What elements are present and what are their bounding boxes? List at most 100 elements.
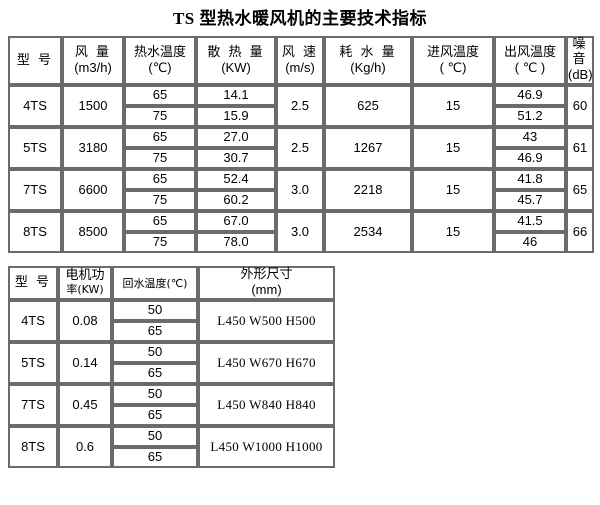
cell-model: 4TS — [8, 300, 58, 343]
cell-return-temp: 65 — [112, 405, 198, 427]
table-row: 75 15.9 51.2 — [8, 106, 594, 128]
header-return-temp: 回水温度(℃) — [112, 266, 198, 301]
table-row: 65 — [8, 405, 335, 427]
cell-airflow: 1500 — [62, 85, 124, 128]
cell-model: 7TS — [8, 169, 62, 212]
cell-water-temp: 65 — [124, 127, 196, 149]
cell-outlet-temp: 46.9 — [494, 148, 566, 170]
cell-outlet-temp: 46.9 — [494, 85, 566, 107]
cell-airflow: 8500 — [62, 211, 124, 254]
cell-inlet-temp: 15 — [412, 169, 494, 212]
table-row: 65 — [8, 447, 335, 469]
header-outlet-temp: 出风温度 ( ℃ ) — [494, 36, 566, 86]
table-row: 7TS 0.45 50 L450 W840 H840 — [8, 384, 335, 427]
cell-outlet-temp: 51.2 — [494, 106, 566, 128]
table-row: 7TS 6600 65 52.4 3.0 2218 15 41.8 65 — [8, 169, 594, 212]
cell-water-use: 2218 — [324, 169, 412, 212]
cell-model: 5TS — [8, 342, 58, 385]
cell-dimensions: L450 W840 H840 — [198, 384, 335, 427]
table-row: 8TS 0.6 50 L450 W1000 H1000 — [8, 426, 335, 469]
header-model: 型 号 — [8, 36, 62, 86]
table-row: 75 78.0 46 — [8, 232, 594, 254]
cell-noise: 65 — [566, 169, 594, 212]
table-row: 4TS 1500 65 14.1 2.5 625 15 46.9 60 — [8, 85, 594, 128]
cell-dimensions: L450 W670 H670 — [198, 342, 335, 385]
cell-noise: 66 — [566, 211, 594, 254]
table-row: 5TS 0.14 50 L450 W670 H670 — [8, 342, 335, 385]
header-airflow: 风 量 (m3/h) — [62, 36, 124, 86]
cell-model: 8TS — [8, 426, 58, 469]
header-noise: 噪 音 (dB) — [566, 36, 594, 86]
cell-water-use: 625 — [324, 85, 412, 128]
cell-outlet-temp: 41.5 — [494, 211, 566, 233]
header-heat-output: 散 热 量 (KW) — [196, 36, 276, 86]
cell-water-temp: 75 — [124, 232, 196, 254]
cell-heat-output: 27.0 — [196, 127, 276, 149]
table-1-container: 型 号 风 量 (m3/h) 热水温度 (℃) 散 热 量 (KW) 风 速 (… — [0, 36, 600, 254]
cell-heat-output: 30.7 — [196, 148, 276, 170]
cell-dimensions: L450 W1000 H1000 — [198, 426, 335, 469]
cell-water-temp: 75 — [124, 190, 196, 212]
header-dimensions: 外形尺寸 (mm) — [198, 266, 335, 301]
cell-return-temp: 50 — [112, 300, 198, 322]
cell-water-temp: 65 — [124, 169, 196, 191]
technical-spec-table: 型 号 风 量 (m3/h) 热水温度 (℃) 散 热 量 (KW) 风 速 (… — [8, 36, 594, 254]
table-2-container: 型 号 电机功 率(KW) 回水温度(℃) 外形尺寸 (mm) 4TS 0.08… — [0, 253, 600, 469]
cell-outlet-temp: 45.7 — [494, 190, 566, 212]
cell-return-temp: 50 — [112, 426, 198, 448]
cell-heat-output: 52.4 — [196, 169, 276, 191]
table-row: 65 — [8, 363, 335, 385]
cell-motor-power: 0.45 — [58, 384, 112, 427]
header-water-use: 耗 水 量 (Kg/h) — [324, 36, 412, 86]
cell-air-speed: 3.0 — [276, 169, 324, 212]
table-row: 4TS 0.08 50 L450 W500 H500 — [8, 300, 335, 343]
cell-inlet-temp: 15 — [412, 211, 494, 254]
cell-heat-output: 60.2 — [196, 190, 276, 212]
cell-water-use: 2534 — [324, 211, 412, 254]
cell-return-temp: 50 — [112, 342, 198, 364]
cell-noise: 60 — [566, 85, 594, 128]
cell-model: 7TS — [8, 384, 58, 427]
cell-outlet-temp: 46 — [494, 232, 566, 254]
cell-return-temp: 65 — [112, 321, 198, 343]
cell-heat-output: 15.9 — [196, 106, 276, 128]
cell-water-temp: 65 — [124, 85, 196, 107]
cell-airflow: 3180 — [62, 127, 124, 170]
cell-air-speed: 2.5 — [276, 85, 324, 128]
header-air-speed: 风 速 (m/s) — [276, 36, 324, 86]
cell-air-speed: 3.0 — [276, 211, 324, 254]
cell-water-temp: 75 — [124, 148, 196, 170]
cell-heat-output: 14.1 — [196, 85, 276, 107]
cell-air-speed: 2.5 — [276, 127, 324, 170]
header-motor-power: 电机功 率(KW) — [58, 266, 112, 301]
cell-motor-power: 0.6 — [58, 426, 112, 469]
cell-water-use: 1267 — [324, 127, 412, 170]
header-water-temp: 热水温度 (℃) — [124, 36, 196, 86]
cell-model: 5TS — [8, 127, 62, 170]
cell-return-temp: 50 — [112, 384, 198, 406]
cell-heat-output: 78.0 — [196, 232, 276, 254]
cell-model: 8TS — [8, 211, 62, 254]
cell-heat-output: 67.0 — [196, 211, 276, 233]
header-inlet-temp: 进风温度 ( ℃) — [412, 36, 494, 86]
dimensions-table: 型 号 电机功 率(KW) 回水温度(℃) 外形尺寸 (mm) 4TS 0.08… — [8, 266, 335, 469]
cell-model: 4TS — [8, 85, 62, 128]
header-model: 型 号 — [8, 266, 58, 301]
page-title: TS 型热水暖风机的主要技术指标 — [172, 9, 428, 28]
table-row: 8TS 8500 65 67.0 3.0 2534 15 41.5 66 — [8, 211, 594, 254]
table-row: 5TS 3180 65 27.0 2.5 1267 15 43 61 — [8, 127, 594, 170]
cell-outlet-temp: 43 — [494, 127, 566, 149]
cell-airflow: 6600 — [62, 169, 124, 212]
cell-inlet-temp: 15 — [412, 85, 494, 128]
table-row: 65 — [8, 321, 335, 343]
cell-noise: 61 — [566, 127, 594, 170]
cell-water-temp: 65 — [124, 211, 196, 233]
table-row: 75 60.2 45.7 — [8, 190, 594, 212]
cell-inlet-temp: 15 — [412, 127, 494, 170]
cell-water-temp: 75 — [124, 106, 196, 128]
cell-motor-power: 0.08 — [58, 300, 112, 343]
table-row: 75 30.7 46.9 — [8, 148, 594, 170]
cell-return-temp: 65 — [112, 363, 198, 385]
cell-return-temp: 65 — [112, 447, 198, 469]
cell-motor-power: 0.14 — [58, 342, 112, 385]
